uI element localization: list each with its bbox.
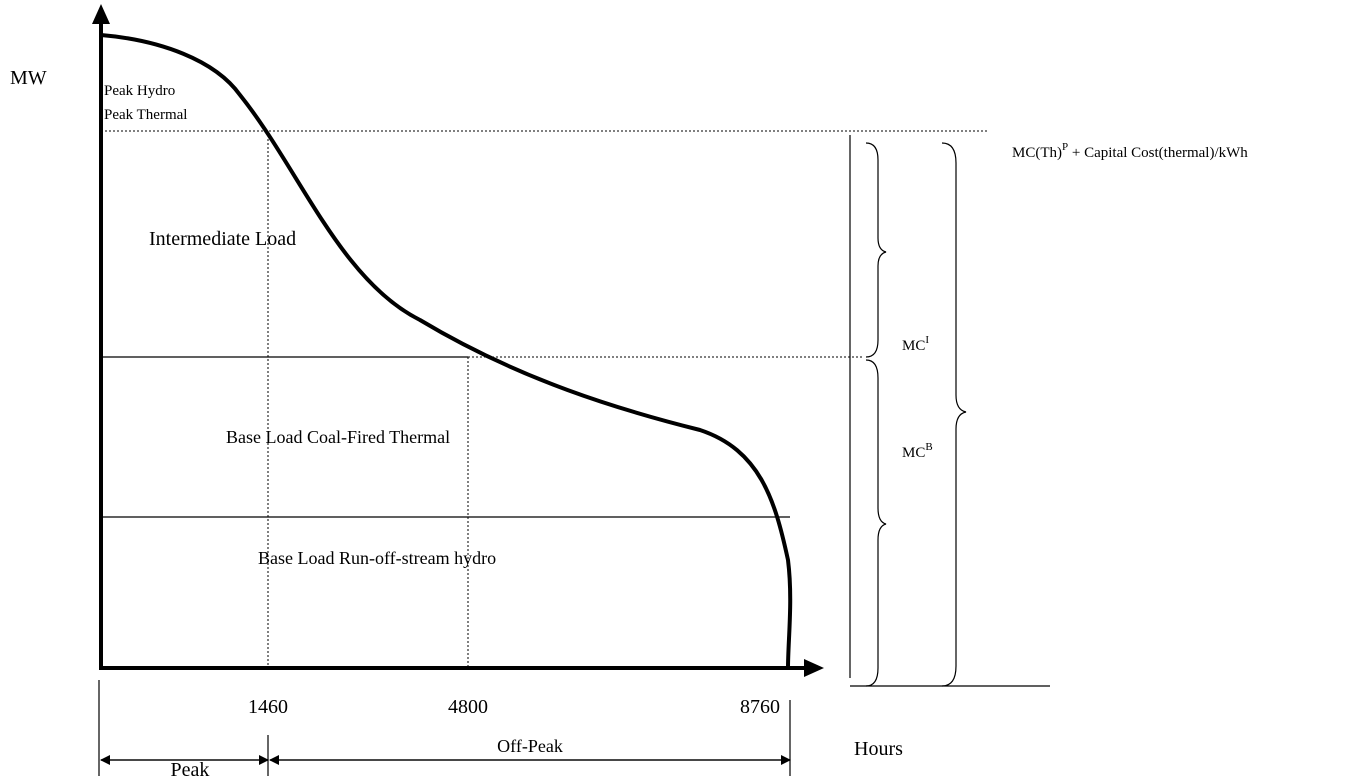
x-axis-arrowhead [804,659,824,677]
region-label-base-hydro: Base Load Run-off-stream hydro [258,548,496,568]
cost-label-thermal-peak-base: MC(Th) [1012,145,1062,161]
region-label-peak-thermal: Peak Thermal [104,107,187,123]
y-axis-arrowhead [92,4,110,24]
lower-small-brace [865,359,887,687]
cost-label-thermal-peak: MC(Th)P + Capital Cost(thermal)/kWh [1012,141,1248,161]
period-label-peak: Peak [171,759,210,776]
region-label-base-coal: Base Load Coal-Fired Thermal [226,427,450,447]
cost-label-mcb: MCB [902,441,933,461]
cost-label-thermal-peak-sup: P [1062,141,1068,153]
region-label-intermediate: Intermediate Load [149,228,296,250]
cost-label-mci-sup: I [925,334,929,346]
cost-label-mcb-base: MC [902,445,925,461]
tick-label-8760: 8760 [740,696,780,718]
period-label-off-peak: Off-Peak [497,736,563,756]
cost-label-mcb-sup: B [925,441,932,453]
large-brace [941,142,967,687]
y-axis-label: MW [10,67,47,89]
x-axis-label: Hours [854,738,903,760]
cost-label-thermal-peak-rest: + Capital Cost(thermal)/kWh [1068,145,1248,161]
load-duration-curve [99,33,793,670]
cost-label-mci-base: MC [902,338,925,354]
tick-label-4800: 4800 [448,696,488,718]
region-label-peak-hydro: Peak Hydro [104,83,175,99]
tick-label-1460: 1460 [248,696,288,718]
cost-label-mci: MCI [902,334,929,354]
upper-small-brace [865,142,887,358]
